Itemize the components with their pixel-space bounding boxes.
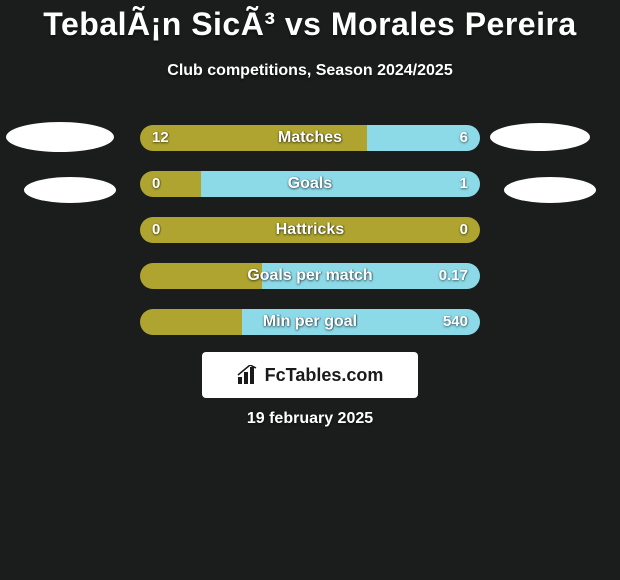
stat-bar (140, 125, 480, 151)
stat-bar-right (201, 171, 480, 197)
stat-bar (140, 171, 480, 197)
stat-bar-left (140, 217, 480, 243)
stat-value-right: 0 (460, 217, 468, 243)
stat-value-right: 1 (460, 171, 468, 197)
footer-date: 19 february 2025 (0, 410, 620, 428)
stat-value-left: 0 (152, 171, 160, 197)
stat-bar (140, 217, 480, 243)
stat-row: Min per goal540 (0, 309, 620, 335)
decorative-ellipse (504, 177, 596, 203)
stat-bar-left (140, 171, 201, 197)
stat-value-left: 12 (152, 125, 169, 151)
stat-row: Hattricks00 (0, 217, 620, 243)
decorative-ellipse (6, 122, 114, 152)
stat-bar (140, 309, 480, 335)
stat-bar-left (140, 309, 242, 335)
stat-bar-left (140, 125, 367, 151)
decorative-ellipse (24, 177, 116, 203)
stat-bar-left (140, 263, 262, 289)
stat-row: Goals per match0.17 (0, 263, 620, 289)
stat-value-right: 0.17 (439, 263, 468, 289)
subtitle: Club competitions, Season 2024/2025 (0, 62, 620, 80)
bar-chart-icon (237, 365, 259, 385)
stat-value-right: 6 (460, 125, 468, 151)
branding-text: FcTables.com (265, 365, 384, 386)
stat-bar (140, 263, 480, 289)
stat-value-right: 540 (443, 309, 468, 335)
decorative-ellipse (490, 123, 590, 151)
page-title: TebalÃ¡n SicÃ³ vs Morales Pereira (0, 6, 620, 43)
comparison-infographic: TebalÃ¡n SicÃ³ vs Morales Pereira Club c… (0, 0, 620, 580)
stat-value-left: 0 (152, 217, 160, 243)
branding-badge: FcTables.com (202, 352, 418, 398)
